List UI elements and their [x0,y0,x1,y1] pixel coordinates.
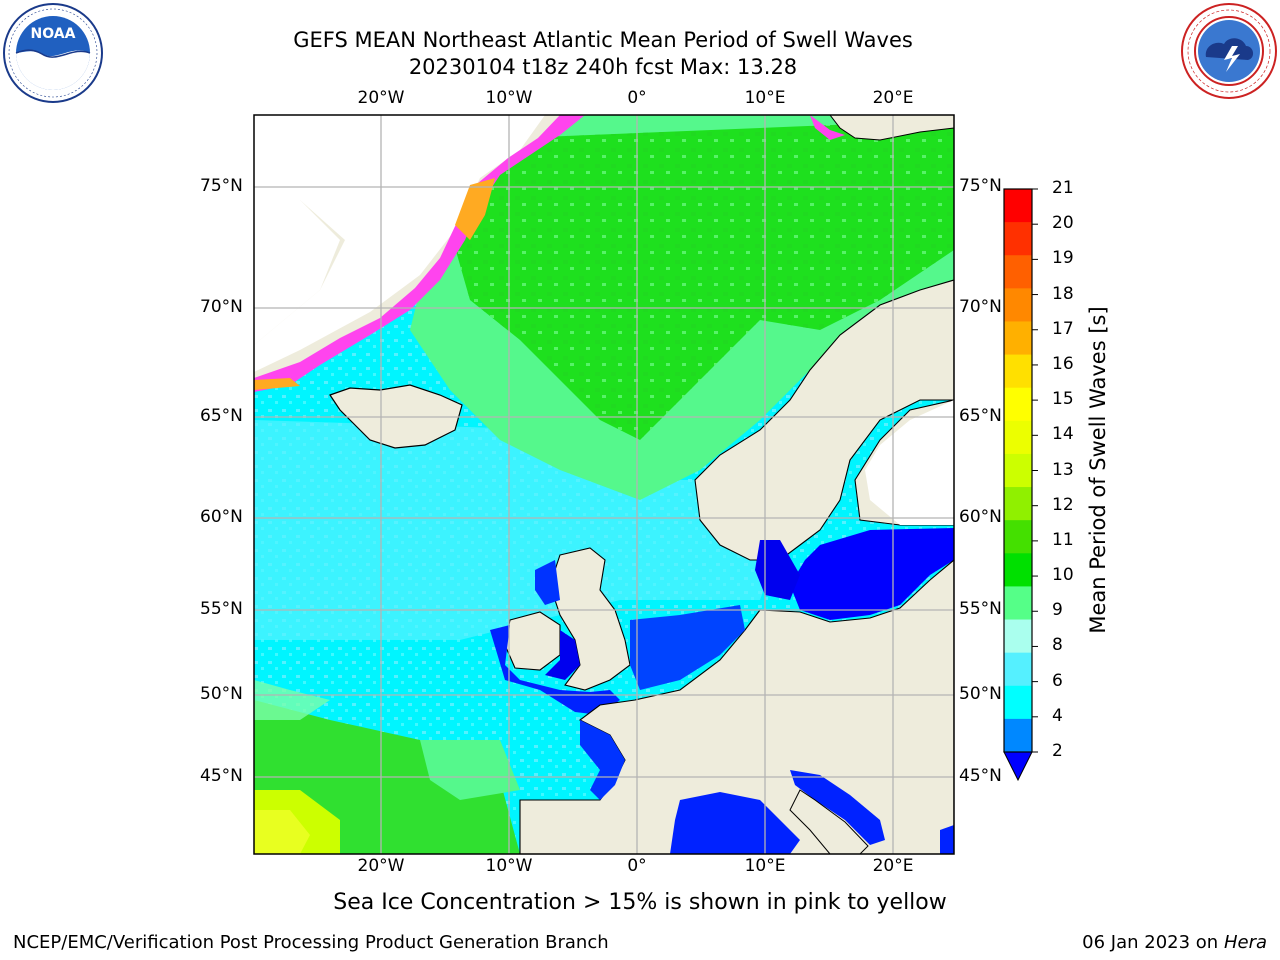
lon-label-bottom-0: 0° [627,856,647,876]
lat-label-left-45n: 45°N [200,766,243,786]
colorbar-tick-label: 16 [1052,353,1074,374]
baltic-sea [790,528,954,620]
colorbar-segment [1004,387,1032,422]
colorbar-tick-label: 11 [1052,529,1074,550]
colorbar-segment [1004,321,1032,356]
colorbar-segment [1004,553,1032,587]
lon-label-top-20w: 20°W [357,88,405,108]
colorbar-tick-label: 12 [1052,494,1074,515]
map-area [254,115,954,854]
colorbar-segment [1004,619,1032,654]
lon-label-bottom-10e: 10°E [744,856,786,876]
colorbar-segment [1004,255,1032,289]
footer-date: 06 Jan 2023 on Hera [1082,932,1267,953]
lat-label-right-70n: 70°N [959,297,1002,317]
colorbar-tick-label: 15 [1052,389,1074,410]
colorbar-segment [1004,354,1032,389]
lat-label-right-45n: 45°N [959,766,1002,786]
lat-label-right-75n: 75°N [959,176,1002,196]
lon-label-top-0: 0° [627,88,647,108]
colorbar-extend-triangle [1003,751,1033,782]
colorbar-segment [1004,652,1032,687]
lat-label-left-75n: 75°N [200,176,243,196]
lat-label-left-70n: 70°N [200,297,243,317]
nws-logo [1181,3,1277,99]
colorbar-segment [1004,420,1032,455]
colorbar-tick-label: 18 [1052,283,1074,304]
lon-label-top-20e: 20°E [872,88,914,108]
lat-label-left-50n: 50°N [200,684,243,704]
lon-label-bottom-20w: 20°W [357,856,405,876]
map-frame [253,114,955,855]
colorbar-tick-label: 10 [1052,565,1074,586]
colorbar-label: Mean Period of Swell Waves [s] [1086,306,1110,634]
lon-label-bottom-10w: 10°W [485,856,533,876]
colorbar [1004,188,1038,753]
colorbar-tick-label: 9 [1052,600,1063,621]
colorbar-segment [1004,487,1032,521]
colorbar-segment [1004,453,1032,488]
continental-europe [519,559,954,854]
sea-ice-note: Sea Ice Concentration > 15% is shown in … [333,890,947,915]
colorbar-frame [1003,188,1033,753]
colorbar-tick-label: 4 [1052,705,1063,726]
ireland [504,611,561,671]
map-subtitle: 20230104 t18z 240h fcst Max: 13.28 [408,55,798,79]
colorbar-tick-label: 14 [1052,424,1074,445]
great-britain [549,547,631,691]
lon-label-top-10e: 10°E [744,88,786,108]
colorbar-tick-label: 19 [1052,248,1074,269]
noaa-logo-text: NOAA [31,26,76,42]
colorbar-tick-label: 17 [1052,318,1074,339]
graticule [254,115,954,854]
lat-label-left-65n: 65°N [200,406,243,426]
lat-label-right-65n: 65°N [959,406,1002,426]
colorbar-segment [1004,288,1032,322]
colorbar-segment [1004,189,1032,223]
colorbar-tick-label: 21 [1052,178,1074,198]
lon-label-top-10w: 10°W [485,88,533,108]
mediterranean-sea [670,792,800,854]
footer-credit: NCEP/EMC/Verification Post Processing Pr… [13,932,609,953]
colorbar-segment [1004,586,1032,621]
colorbar-segment [1004,685,1032,720]
map-title: GEFS MEAN Northeast Atlantic Mean Period… [293,28,913,52]
north-sea-low [630,605,745,690]
colorbar-segment [1004,520,1032,554]
colorbar-tick-label: 13 [1052,459,1074,480]
colorbar-tick-label: 6 [1052,670,1063,691]
lat-label-right-60n: 60°N [959,507,1002,527]
noaa-logo: NOAA [3,3,103,103]
footer-date-text: 06 Jan 2023 on [1082,932,1219,953]
colorbar-tick-label: 8 [1052,635,1063,656]
lat-label-left-60n: 60°N [200,507,243,527]
lat-label-right-55n: 55°N [959,599,1002,619]
lat-label-left-55n: 55°N [200,599,243,619]
colorbar-tick-label: 20 [1052,213,1074,234]
colorbar-segment [1004,718,1032,753]
lat-label-right-50n: 50°N [959,684,1002,704]
lon-label-bottom-20e: 20°E [872,856,914,876]
colorbar-tick-label: 2 [1052,741,1063,761]
footer-machine: Hera [1223,932,1267,953]
colorbar-segment [1004,222,1032,256]
